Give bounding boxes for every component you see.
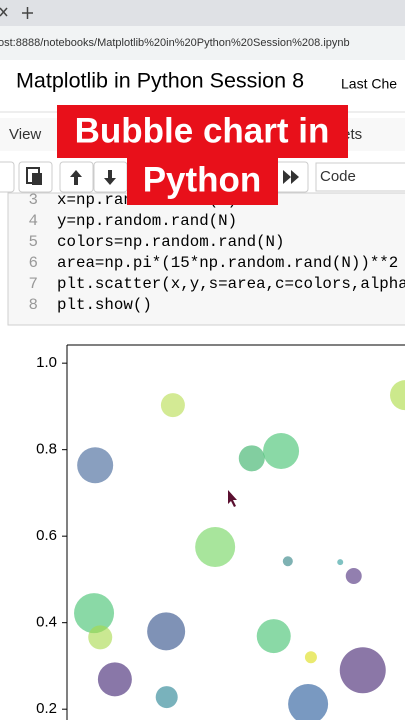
bubble	[77, 447, 114, 484]
plot-area	[74, 380, 405, 720]
bubble	[339, 647, 386, 694]
bubble	[97, 662, 132, 697]
code-line: area=np.pi*(15*np.random.rand(N))**2	[57, 254, 398, 272]
url: ost:8888/notebooks/Matplotlib%20in%20Pyt…	[0, 37, 350, 49]
y-tick-label: 0.4	[36, 614, 57, 631]
line-number: 4	[29, 212, 38, 230]
bubble	[74, 593, 115, 634]
caption: Python	[143, 160, 262, 199]
code-cell[interactable]	[7, 192, 405, 326]
address-bar[interactable]	[0, 26, 405, 60]
cursor	[228, 490, 237, 507]
line-number: 7	[29, 275, 38, 293]
bubble	[256, 619, 291, 654]
new-tab[interactable]	[22, 7, 33, 19]
cell-type-select[interactable]	[315, 162, 405, 192]
notebook-title[interactable]: Matplotlib in Python Session 8	[16, 69, 304, 93]
bubble	[147, 612, 186, 651]
bubble	[88, 625, 113, 650]
y-tick-label: 0.6	[36, 527, 57, 544]
bubble	[238, 445, 265, 472]
bubble	[288, 683, 329, 720]
bubble	[282, 556, 293, 567]
caption-box	[127, 157, 278, 205]
caption: Bubble chart in	[75, 111, 330, 150]
close-tab[interactable]	[0, 7, 8, 17]
y-tick-label: 1.0	[36, 354, 57, 371]
y-tick-label: 0.2	[36, 700, 57, 717]
caption-box	[57, 105, 348, 158]
bubble	[195, 526, 236, 567]
bubble	[155, 686, 178, 709]
cell-type: Code	[320, 168, 356, 185]
line-number: 8	[29, 296, 38, 314]
toolbar-button[interactable]	[0, 161, 15, 193]
checkpoint: Last Che	[341, 76, 397, 92]
bubble	[304, 651, 317, 664]
tab-strip	[0, 0, 405, 26]
line-number: 6	[29, 254, 38, 272]
code-line: plt.show()	[57, 296, 152, 314]
bubble	[160, 393, 185, 418]
y-tick-label: 0.8	[36, 441, 57, 458]
bubble	[263, 432, 300, 469]
bubble	[390, 380, 405, 411]
code-line: colors=np.random.rand(N)	[57, 233, 285, 251]
menu-view[interactable]: View	[9, 126, 41, 143]
code-line: plt.scatter(x,y,s=area,c=colors,alpha	[57, 275, 405, 293]
chart: 0.2 0.4 0.6 0.8 1.0	[36, 354, 67, 717]
line-number: 5	[29, 233, 38, 251]
line-number: 3	[29, 191, 38, 209]
bubble	[337, 559, 344, 566]
bubble	[345, 567, 362, 584]
code-line: y=np.random.rand(N)	[57, 212, 237, 230]
